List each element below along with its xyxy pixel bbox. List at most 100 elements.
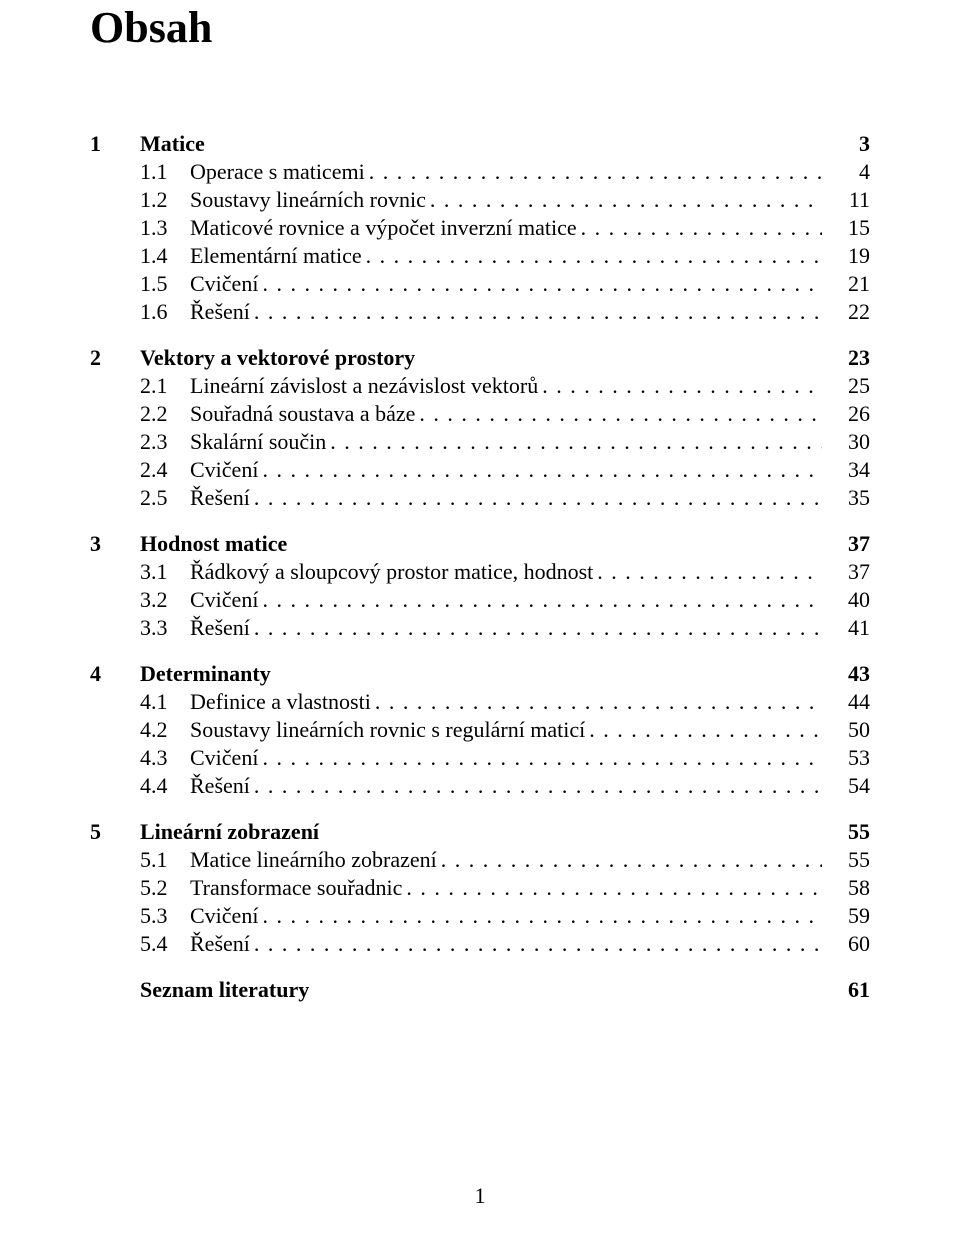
section-page: 21 (822, 271, 870, 297)
section-title: Transformace souřadnic (190, 875, 406, 901)
section-page: 4 (822, 159, 870, 185)
section-title: Řešení (190, 299, 254, 325)
leader-dots (254, 615, 822, 641)
section-number: 3.2 (140, 587, 190, 613)
section-line: 3.1Řádkový a sloupcový prostor matice, h… (90, 559, 870, 585)
section-number: 2.4 (140, 457, 190, 483)
section-line: 1.1Operace s maticemi4 (90, 159, 870, 185)
section-number: 4.4 (140, 773, 190, 799)
leader-dots (262, 745, 822, 771)
leader-dots (406, 875, 822, 901)
section-number: 1.6 (140, 299, 190, 325)
leader-dots (542, 373, 822, 399)
section-number: 4.2 (140, 717, 190, 743)
section-line: 5.2Transformace souřadnic58 (90, 875, 870, 901)
section-page: 19 (822, 243, 870, 269)
section-number: 5.3 (140, 903, 190, 929)
section-line: 3.3Řešení 41 (90, 615, 870, 641)
section-title: Soustavy lineárních rovnic (190, 187, 430, 213)
section-number: 1.2 (140, 187, 190, 213)
chapter-number: 3 (90, 531, 140, 557)
section-line: 4.2Soustavy lineárních rovnic s regulárn… (90, 717, 870, 743)
section-title: Řešení (190, 615, 254, 641)
page: Obsah 1Matice31.1Operace s maticemi41.2S… (0, 0, 960, 1249)
section-page: 34 (822, 457, 870, 483)
chapter-number: 2 (90, 345, 140, 371)
section-number: 5.4 (140, 931, 190, 957)
chapter-page: 3 (830, 131, 870, 157)
chapter-line: 2Vektory a vektorové prostory23 (90, 345, 870, 371)
section-title: Soustavy lineárních rovnic s regulární m… (190, 717, 589, 743)
section-line: 5.4Řešení 60 (90, 931, 870, 957)
section-line: 1.4Elementární matice 19 (90, 243, 870, 269)
section-title: Elementární matice (190, 243, 366, 269)
section-line: 1.5Cvičení21 (90, 271, 870, 297)
section-title: Řešení (190, 485, 254, 511)
chapter-page: 43 (830, 661, 870, 687)
section-page: 30 (822, 429, 870, 455)
leader-dots (366, 243, 822, 269)
section-line: 4.1Definice a vlastnosti44 (90, 689, 870, 715)
section-line: 4.4Řešení54 (90, 773, 870, 799)
section-line: 5.1Matice lineárního zobrazení 55 (90, 847, 870, 873)
section-number: 5.1 (140, 847, 190, 873)
section-number: 1.3 (140, 215, 190, 241)
toc-title: Obsah (90, 0, 870, 111)
section-page: 41 (822, 615, 870, 641)
section-line: 1.6Řešení 22 (90, 299, 870, 325)
section-page: 37 (822, 559, 870, 585)
section-line: 2.3Skalární součin30 (90, 429, 870, 455)
section-line: 4.3Cvičení 53 (90, 745, 870, 771)
leader-dots (254, 299, 822, 325)
section-line: 2.5Řešení35 (90, 485, 870, 511)
leader-dots (330, 429, 822, 455)
chapter-number: 5 (90, 819, 140, 845)
section-page: 11 (822, 187, 870, 213)
chapter-number: 4 (90, 661, 140, 687)
chapter-line: 3Hodnost matice 37 (90, 531, 870, 557)
section-title: Definice a vlastnosti (190, 689, 375, 715)
section-title: Cvičení (190, 903, 262, 929)
section-page: 40 (822, 587, 870, 613)
section-title: Řešení (190, 931, 254, 957)
leader-dots (254, 485, 822, 511)
section-line: 2.4Cvičení34 (90, 457, 870, 483)
chapter-page: 55 (830, 819, 870, 845)
section-page: 25 (822, 373, 870, 399)
chapter-title: Lineární zobrazení (140, 819, 319, 845)
chapter-title: Seznam literatury (140, 977, 309, 1003)
section-number: 3.3 (140, 615, 190, 641)
leader-dots (597, 559, 822, 585)
section-number: 2.1 (140, 373, 190, 399)
section-number: 2.5 (140, 485, 190, 511)
section-number: 1.1 (140, 159, 190, 185)
chapter-title: Vektory a vektorové prostory (140, 345, 415, 371)
leader-dots (441, 847, 822, 873)
chapter-line: 4Determinanty43 (90, 661, 870, 687)
leader-dots (430, 187, 822, 213)
chapter-page: 37 (830, 531, 870, 557)
toc-body: 1Matice31.1Operace s maticemi41.2Soustav… (90, 131, 870, 1003)
section-page: 22 (822, 299, 870, 325)
section-page: 53 (822, 745, 870, 771)
section-page: 55 (822, 847, 870, 873)
chapter-line: Seznam literatury61 (90, 977, 870, 1003)
section-line: 3.2Cvičení 40 (90, 587, 870, 613)
section-number: 2.3 (140, 429, 190, 455)
leader-dots (254, 773, 822, 799)
section-number: 4.3 (140, 745, 190, 771)
page-number: 1 (0, 1183, 960, 1209)
section-page: 60 (822, 931, 870, 957)
section-title: Souřadná soustava a báze (190, 401, 419, 427)
section-title: Řádkový a sloupcový prostor matice, hodn… (190, 559, 597, 585)
leader-dots (581, 215, 822, 241)
section-title: Cvičení (190, 745, 262, 771)
section-title: Matice lineárního zobrazení (190, 847, 441, 873)
chapter-line: 1Matice3 (90, 131, 870, 157)
chapter-title: Hodnost matice (140, 531, 287, 557)
leader-dots (589, 717, 822, 743)
section-number: 4.1 (140, 689, 190, 715)
section-number: 1.4 (140, 243, 190, 269)
section-number: 5.2 (140, 875, 190, 901)
section-title: Cvičení (190, 587, 262, 613)
